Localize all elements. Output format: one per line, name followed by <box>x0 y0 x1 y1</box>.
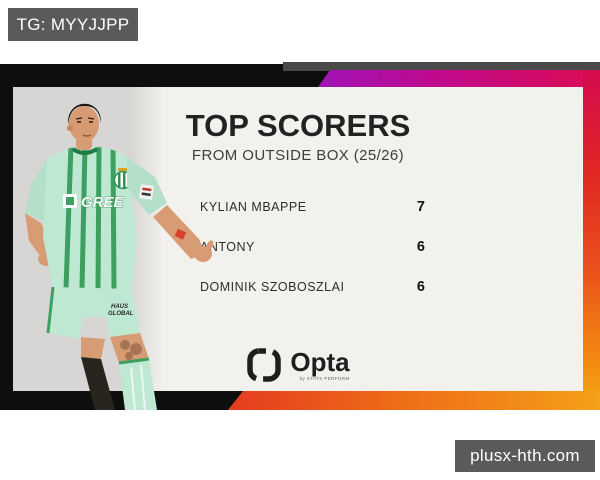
svg-text:GREE: GREE <box>81 194 125 211</box>
infographic-banner: TOP SCORERS FROM OUTSIDE BOX (25/26) KYL… <box>0 62 600 410</box>
title-block: TOP SCORERS FROM OUTSIDE BOX (25/26) <box>13 108 583 165</box>
player-right-hand <box>194 246 212 262</box>
scorers-list: KYLIAN MBAPPE 7 ANTONY 6 DOMINIK SZOBOSZ… <box>200 199 425 319</box>
scorer-row: ANTONY 6 <box>200 239 425 279</box>
svg-text:GLOBAL: GLOBAL <box>108 311 134 317</box>
wrist-patch <box>174 228 187 240</box>
site-watermark-badge: plusx-hth.com <box>455 440 595 472</box>
scorer-goals: 6 <box>416 279 425 295</box>
player-face <box>69 106 99 142</box>
player-left-sock <box>81 357 115 410</box>
scorer-name: ANTONY <box>200 240 255 254</box>
player-collar <box>71 147 99 155</box>
opta-wordmark: Opta <box>290 347 350 377</box>
player-right-thigh <box>110 333 149 363</box>
scorer-name: KYLIAN MBAPPE <box>200 200 307 214</box>
opta-mark-icon <box>247 348 282 382</box>
scorer-row: KYLIAN MBAPPE 7 <box>200 199 425 239</box>
scorer-name: DOMINIK SZOBOSZLAI <box>200 280 345 294</box>
kit-sponsor: GREE <box>63 194 125 211</box>
player-photo: GREE HAUS GLOBAL <box>25 103 214 410</box>
opta-sub-label: by STATS PERFORM <box>299 376 350 381</box>
page-title: TOP SCORERS <box>185 108 411 143</box>
bottom-gradient-bar <box>228 391 600 410</box>
site-watermark-label: plusx-hth.com <box>470 446 580 465</box>
sleeve-patch <box>139 184 154 200</box>
scorer-goals: 7 <box>416 199 425 215</box>
svg-text:HAUS: HAUS <box>111 304 128 310</box>
opta-logo: Opta by STATS PERFORM <box>13 347 583 383</box>
player-neck <box>76 137 92 150</box>
player-left-thigh <box>81 337 105 359</box>
player-shorts <box>48 287 140 339</box>
tg-watermark-label: TG: MYYJJPP <box>16 14 130 34</box>
top-gradient-bar <box>318 70 600 87</box>
opta-wordmark-wrap: Opta by STATS PERFORM <box>290 349 349 381</box>
tg-watermark-badge: TG: MYYJJPP <box>8 8 138 41</box>
player-right-sock <box>119 359 157 410</box>
scorer-row: DOMINIK SZOBOSZLAI 6 <box>200 279 425 319</box>
right-gradient-bar <box>583 70 600 410</box>
top-gray-strip <box>283 62 600 71</box>
page-subtitle: FROM OUTSIDE BOX (25/26) <box>191 147 405 164</box>
scorer-goals: 6 <box>416 239 425 255</box>
